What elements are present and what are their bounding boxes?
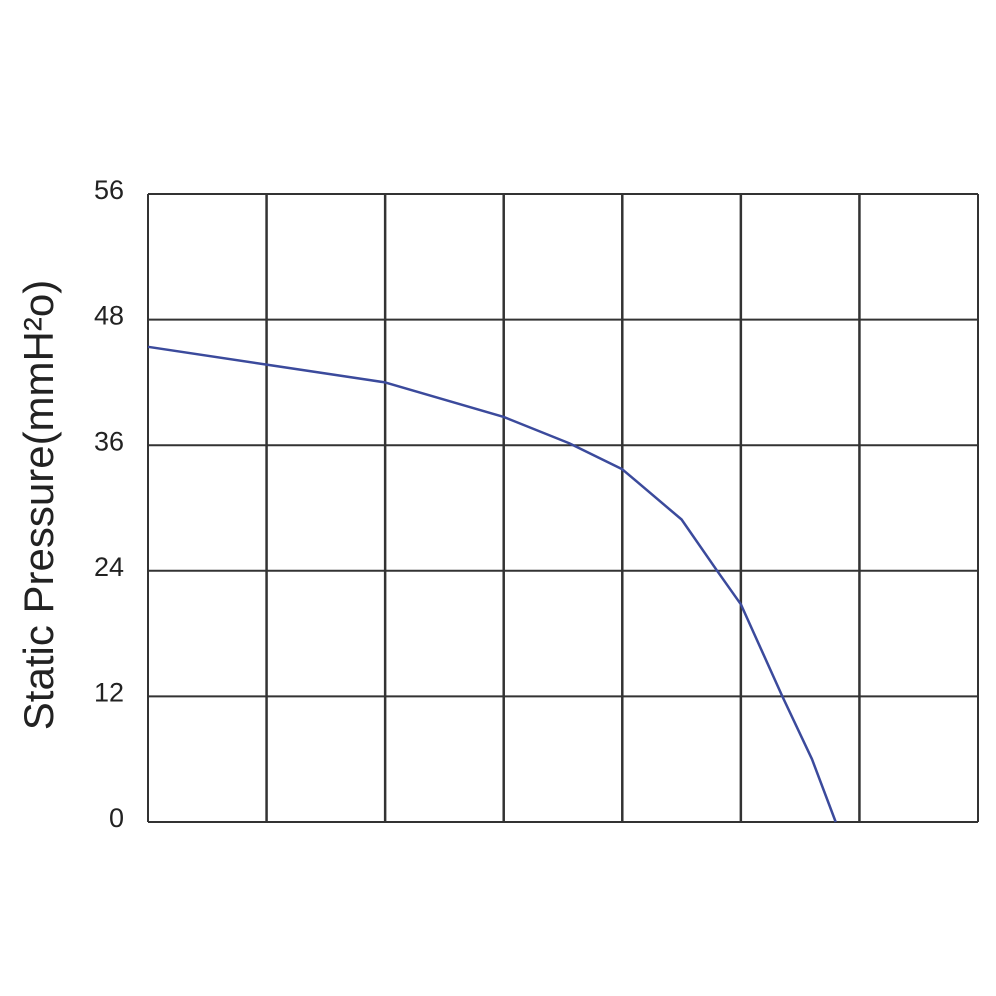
y-tick-label: 0 <box>109 803 124 833</box>
line-series <box>147 345 837 823</box>
y-tick-label: 56 <box>94 175 124 205</box>
y-tick-label: 36 <box>94 426 124 456</box>
y-tick-label: 24 <box>94 552 124 582</box>
y-tick-label: 12 <box>94 678 124 708</box>
y-axis-label: Static Pressure(mmH²o) <box>15 280 62 730</box>
y-tick-label: 48 <box>94 301 124 331</box>
